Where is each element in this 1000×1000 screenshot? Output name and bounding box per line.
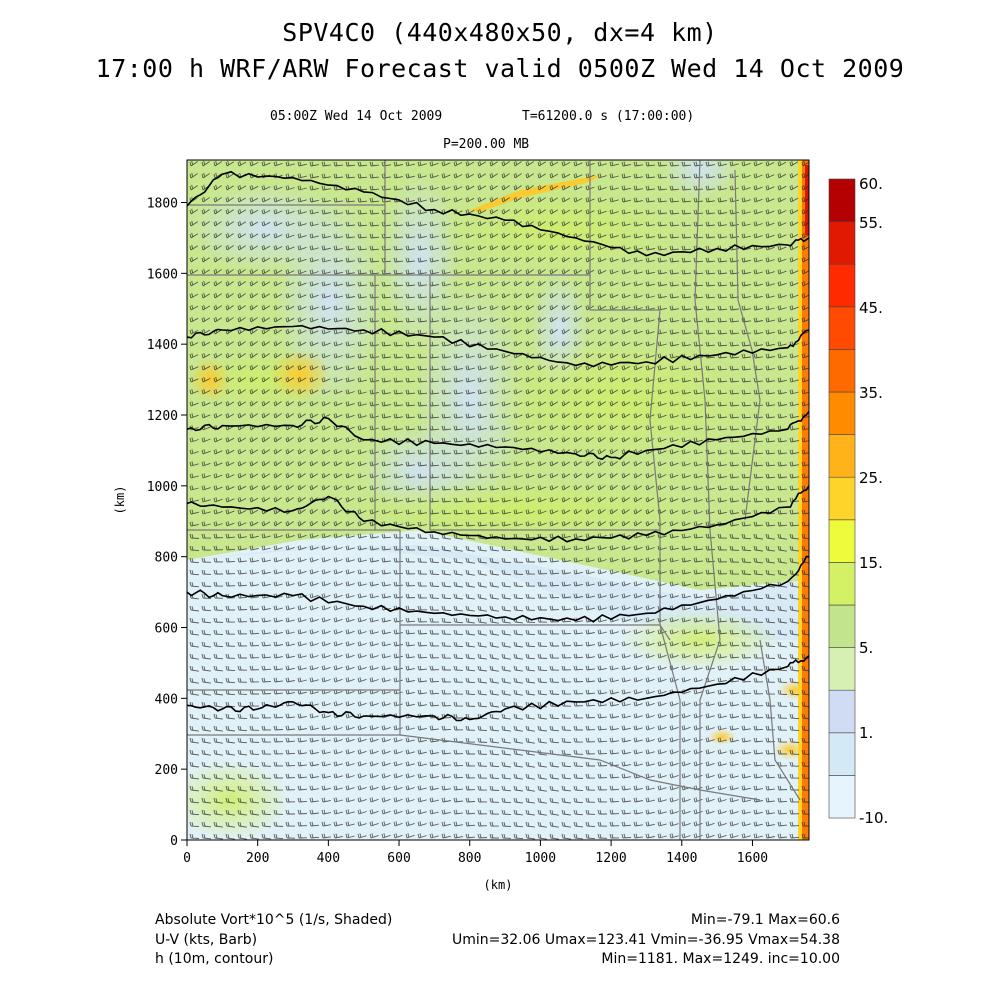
colorbar-swatch bbox=[828, 604, 856, 648]
wind-barb-marks bbox=[189, 160, 809, 840]
y-axis: 0 200 400 600 800 1000 1200 1400 1600 1800 bbox=[147, 197, 187, 849]
x-tick-label: 1000 bbox=[525, 851, 556, 866]
chart-title-line-1: SPV4C0 (440x480x50, dx=4 km) bbox=[282, 18, 718, 47]
colorbar-swatch bbox=[828, 263, 856, 308]
colorbar-swatch bbox=[828, 349, 856, 393]
colorbar-label: -10. bbox=[859, 809, 888, 827]
y-tick-label: 1200 bbox=[147, 409, 178, 424]
x-tick-label: 1400 bbox=[666, 851, 697, 866]
footer-field3-stats: Min=1181. Max=1249. inc=10.00 bbox=[601, 951, 840, 967]
height-contour-line bbox=[187, 485, 809, 543]
y-tick-label: 800 bbox=[155, 551, 178, 566]
x-tick-label: 600 bbox=[387, 851, 410, 866]
colorbar-swatch bbox=[828, 519, 856, 563]
y-tick-label: 1400 bbox=[147, 338, 178, 353]
colorbar-swatch bbox=[828, 775, 856, 819]
vorticity-shading bbox=[187, 160, 809, 840]
footer-field2-name: U-V (kts, Barb) bbox=[155, 932, 258, 948]
y-tick-label: 1000 bbox=[147, 480, 178, 495]
colorbar-label: 35. bbox=[859, 384, 883, 402]
wind-barbs-layer bbox=[189, 160, 809, 840]
x-axis-label: (km) bbox=[484, 878, 513, 892]
colorbar-swatch bbox=[828, 732, 856, 776]
colorbar-swatch bbox=[828, 221, 856, 265]
height-contour-line bbox=[187, 655, 809, 722]
x-tick-label: 400 bbox=[317, 851, 340, 866]
colorbar-label: 55. bbox=[859, 214, 883, 232]
x-tick-label: 200 bbox=[246, 851, 269, 866]
x-tick-label: 1200 bbox=[595, 851, 626, 866]
y-axis-label: (km) bbox=[113, 486, 127, 515]
y-tick-label: 200 bbox=[155, 763, 178, 778]
height-contour-line bbox=[187, 555, 809, 623]
colorbar-swatch bbox=[828, 647, 856, 691]
footer-field1-stats: Min=-79.1 Max=60.6 bbox=[690, 912, 840, 928]
colorbar-label: 60. bbox=[859, 175, 883, 193]
colorbar-swatch bbox=[828, 476, 856, 521]
x-axis: 0 200 400 600 800 1000 1200 1400 1600 bbox=[183, 840, 768, 866]
height-contour-line bbox=[187, 324, 809, 368]
colorbar-swatch bbox=[828, 689, 856, 734]
colorbar-label: 25. bbox=[859, 469, 883, 487]
y-tick-label: 400 bbox=[155, 692, 178, 707]
x-tick-label: 1600 bbox=[737, 851, 768, 866]
footer-field3-name: h (10m, contour) bbox=[155, 951, 274, 967]
plot-frame bbox=[186, 159, 810, 841]
y-tick-label: 0 bbox=[170, 834, 178, 849]
y-tick-label: 1600 bbox=[147, 267, 178, 282]
pressure-level-label: P=200.00 MB bbox=[443, 137, 530, 152]
colorbar: 60. 55. 45. 35. 25. 15. 5. 1. -10. bbox=[828, 175, 888, 827]
footer-field1-name: Absolute Vort*10^5 (1/s, Shaded) bbox=[155, 912, 393, 928]
colorbar-label: 5. bbox=[859, 639, 873, 657]
valid-time-label: 05:00Z Wed 14 Oct 2009 bbox=[270, 109, 443, 124]
colorbar-swatch bbox=[828, 562, 856, 606]
y-tick-label: 1800 bbox=[147, 197, 178, 212]
colorbar-swatch bbox=[828, 391, 856, 435]
x-tick-label: 800 bbox=[458, 851, 481, 866]
height-contours bbox=[187, 170, 809, 722]
colorbar-swatch bbox=[828, 178, 856, 222]
y-tick-label: 600 bbox=[155, 622, 178, 637]
colorbar-label: 45. bbox=[859, 299, 883, 317]
height-contour-line bbox=[187, 411, 809, 461]
height-contour-line bbox=[187, 170, 809, 257]
colorbar-label: 1. bbox=[859, 724, 873, 742]
colorbar-label: 15. bbox=[859, 554, 883, 572]
state-boundaries bbox=[187, 160, 801, 840]
x-tick-label: 0 bbox=[183, 851, 191, 866]
model-time-label: T=61200.0 s (17:00:00) bbox=[522, 109, 695, 124]
colorbar-swatch bbox=[828, 434, 856, 478]
colorbar-swatch bbox=[828, 306, 856, 350]
footer-field2-stats: Umin=32.06 Umax=123.41 Vmin=-36.95 Vmax=… bbox=[451, 932, 840, 948]
chart-title-line-2: 17:00 h WRF/ARW Forecast valid 0500Z Wed… bbox=[95, 54, 905, 83]
